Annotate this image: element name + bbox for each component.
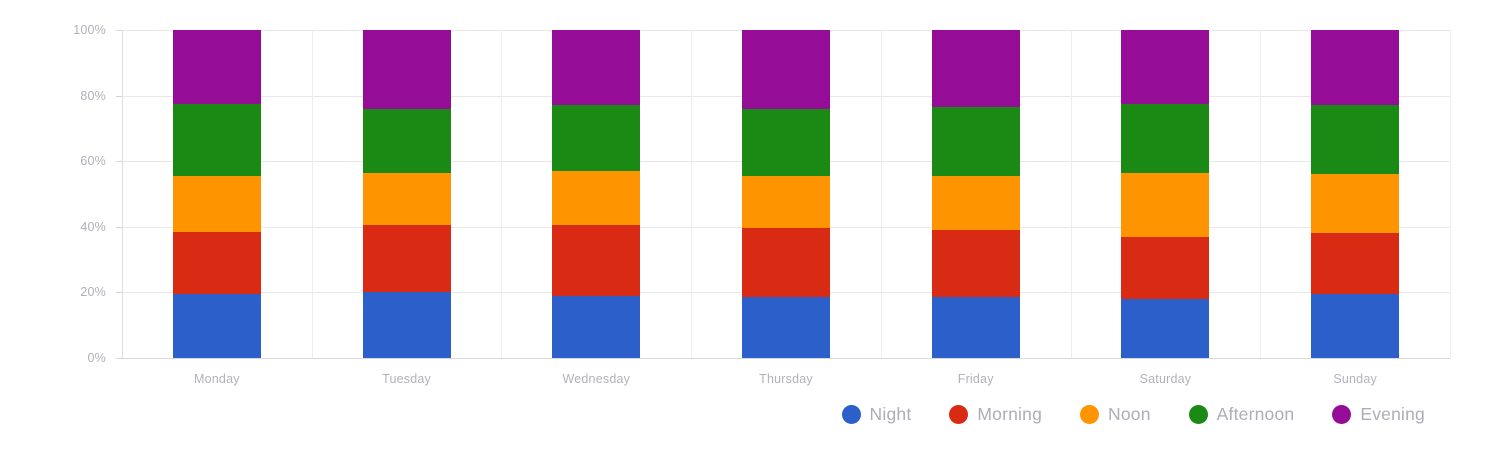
legend-swatch-icon <box>841 405 861 424</box>
slot-separator <box>1070 30 1072 358</box>
y-axis-tick-mark <box>116 30 122 31</box>
y-axis-tick-mark <box>116 292 122 294</box>
y-axis-tick-label: 0% <box>87 351 106 365</box>
y-axis-tick-label: 20% <box>80 285 106 300</box>
bar-segment-afternoon[interactable] <box>741 108 830 176</box>
legend-item-morning[interactable]: Morning <box>949 404 1042 425</box>
legend-item-night[interactable]: Night <box>841 404 912 425</box>
bar-segment-afternoon[interactable] <box>552 105 641 172</box>
bar-segment-morning[interactable] <box>172 231 261 295</box>
legend-label: Evening <box>1360 404 1425 424</box>
bar-group-tuesday <box>312 30 502 358</box>
legend-swatch-icon <box>949 405 969 424</box>
y-axis-tick-mark <box>116 226 122 228</box>
bar-segment-noon[interactable] <box>552 171 641 226</box>
bar-segment-night[interactable] <box>931 297 1020 358</box>
y-axis-tick-label: 40% <box>80 219 106 234</box>
stacked-bar[interactable] <box>931 30 1020 358</box>
y-axis-tick-label: 60% <box>80 154 106 169</box>
legend-label: Afternoon <box>1216 404 1295 424</box>
x-axis-label-saturday: Saturday <box>1139 372 1192 386</box>
bar-segment-night[interactable] <box>172 294 261 358</box>
bar-segment-evening[interactable] <box>931 30 1020 108</box>
bar-group-wednesday <box>501 30 691 358</box>
slot-separator <box>311 30 313 358</box>
legend-swatch-icon <box>1080 405 1100 424</box>
bar-segment-noon[interactable] <box>1121 172 1210 237</box>
x-axis-label-tuesday: Tuesday <box>382 372 432 386</box>
bar-segment-noon[interactable] <box>1311 174 1400 234</box>
bar-segment-afternoon[interactable] <box>362 108 451 173</box>
bar-segment-afternoon[interactable] <box>172 103 261 176</box>
x-axis-label-friday: Friday <box>957 372 994 386</box>
bar-segment-afternoon[interactable] <box>931 107 1020 176</box>
bar-segment-night[interactable] <box>741 297 830 358</box>
bar-group-monday <box>122 30 312 358</box>
legend-label: Noon <box>1108 404 1151 424</box>
legend-label: Night <box>869 404 912 424</box>
bar-segment-noon[interactable] <box>362 172 451 226</box>
bar-segment-evening[interactable] <box>1311 30 1400 106</box>
legend-item-noon[interactable]: Noon <box>1080 404 1151 425</box>
bar-group-friday <box>881 30 1071 358</box>
stacked-bar[interactable] <box>362 30 451 358</box>
legend-swatch-icon <box>1332 405 1352 424</box>
bar-group-thursday <box>691 30 881 358</box>
bar-segment-evening[interactable] <box>172 30 261 104</box>
bar-segment-morning[interactable] <box>931 230 1020 298</box>
y-axis-tick-mark <box>116 358 122 359</box>
bar-segment-noon[interactable] <box>741 175 830 229</box>
bar-segment-morning[interactable] <box>552 225 641 296</box>
slot-separator <box>501 30 503 358</box>
bar-segment-evening[interactable] <box>1121 30 1210 104</box>
slot-separator <box>1260 30 1262 358</box>
x-axis-label-sunday: Sunday <box>1333 372 1377 386</box>
stacked-bar[interactable] <box>1121 30 1210 358</box>
bar-group-sunday <box>1260 30 1450 358</box>
y-axis-tick-label: 100% <box>73 23 106 37</box>
y-axis-tick-label: 80% <box>80 88 106 103</box>
bar-segment-night[interactable] <box>552 295 641 358</box>
bar-segment-evening[interactable] <box>741 30 830 109</box>
legend-item-afternoon[interactable]: Afternoon <box>1188 404 1295 425</box>
y-axis-tick-mark <box>116 95 122 97</box>
legend-label: Morning <box>977 404 1043 424</box>
slot-separator <box>691 30 693 358</box>
bar-segment-afternoon[interactable] <box>1311 105 1400 175</box>
x-axis-label-wednesday: Wednesday <box>562 372 631 386</box>
bar-segment-evening[interactable] <box>362 30 451 109</box>
stacked-bar[interactable] <box>1311 30 1400 358</box>
legend-swatch-icon <box>1188 405 1208 424</box>
bar-segment-noon[interactable] <box>172 175 261 232</box>
bar-segment-night[interactable] <box>362 292 451 358</box>
x-axis-label-monday: Monday <box>194 372 240 386</box>
stacked-bar[interactable] <box>172 30 261 358</box>
slot-separator <box>880 30 882 358</box>
stacked-bar[interactable] <box>741 30 830 358</box>
bar-segment-night[interactable] <box>1121 298 1210 358</box>
y-axis-tick-mark <box>116 161 122 163</box>
grid-line <box>122 358 1450 359</box>
plot-area <box>122 30 1451 359</box>
bar-segment-morning[interactable] <box>741 228 830 298</box>
y-axis-line <box>122 30 123 359</box>
bar-group-saturday <box>1071 30 1261 358</box>
bar-segment-morning[interactable] <box>362 225 451 293</box>
bar-segment-night[interactable] <box>1311 294 1400 358</box>
bar-segment-afternoon[interactable] <box>1121 103 1210 173</box>
stacked-bar[interactable] <box>552 30 641 358</box>
bar-segment-noon[interactable] <box>931 175 1020 231</box>
bar-segment-morning[interactable] <box>1311 233 1400 295</box>
bar-segment-evening[interactable] <box>552 30 641 106</box>
x-axis-label-thursday: Thursday <box>759 372 813 386</box>
legend-item-evening[interactable]: Evening <box>1332 404 1425 425</box>
slot-separator <box>1450 30 1451 358</box>
bar-segment-morning[interactable] <box>1121 236 1210 299</box>
chart-legend: Night Morning Noon Afternoon Evening <box>0 404 1455 425</box>
